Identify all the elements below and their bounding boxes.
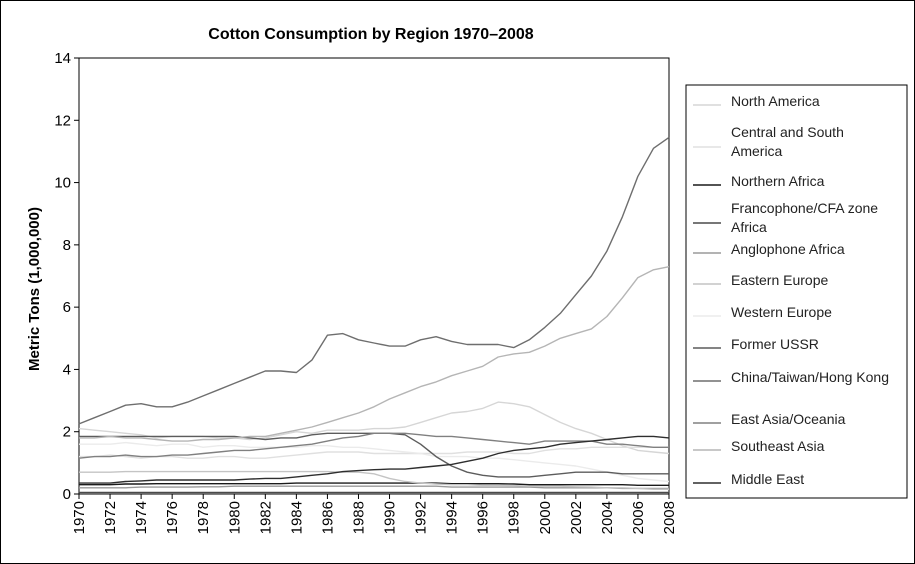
x-tick-label: 2002 [568,501,585,534]
legend-label-4: Anglophone Africa [731,241,845,257]
series-line-10 [79,266,670,442]
x-tick-label: 1986 [319,501,336,534]
x-tick-label: 1996 [475,501,492,534]
y-tick-label: 8 [63,237,71,254]
x-tick-label: 1998 [506,501,523,534]
y-tick-label: 2 [63,424,71,441]
legend-label-0: North America [731,93,820,109]
x-tick-label: 2006 [630,501,647,534]
legend-label-9: East Asia/Oceania [731,411,846,427]
chart-title: Cotton Consumption by Region 1970–2008 [208,26,533,43]
x-tick-label: 2000 [537,501,554,534]
legend-label-1: Central and South America [731,124,844,159]
legend-label-5: Eastern Europe [731,272,828,288]
x-tick-label: 1992 [413,501,430,534]
legend-label-8: China/Taiwan/Hong Kong [731,369,889,385]
series-line-2 [79,482,669,486]
y-axis-label: Metric Tons (1,000,000) [26,207,43,371]
series-line-5 [79,470,669,490]
legend-box [685,84,908,499]
series-line-4 [79,485,669,490]
legend-label-10: Southeast Asia [731,438,825,454]
plot-border [78,57,670,495]
legend-label-3: Francophone/CFA zone Africa [731,200,878,235]
x-tick-label: 2008 [661,501,678,534]
y-tick-label: 0 [63,486,71,503]
x-tick-label: 1980 [226,501,243,534]
x-tick-label: 1988 [350,501,367,534]
legend-label-6: Western Europe [731,304,832,320]
x-tick-label: 1982 [257,501,274,534]
series-line-8 [78,136,670,425]
y-tick-label: 4 [63,361,71,378]
legend-label-7: Former USSR [731,336,819,352]
plot-area: 0 2 4 6 8 10 12 14 1970 1972 1974 1976 1978 1980 1982 1… [54,50,678,534]
x-tick-label: 1994 [444,501,461,534]
series-line-6 [79,441,670,483]
x-tick-label: 1974 [133,501,150,534]
x-tick-label: 2004 [599,501,616,534]
x-tick-label: 1976 [164,501,181,534]
legend: North America Central and South America Nor… [685,84,908,499]
x-tick-label: 1990 [382,501,399,534]
y-tick-label: 14 [54,50,71,67]
x-tick-label: 1984 [288,501,305,534]
y-tick-label: 12 [54,112,71,129]
x-tick-label: 1972 [102,501,119,534]
x-tick-label: 1970 [71,501,88,534]
legend-label-2: Northern Africa [731,173,825,189]
series-line-11 [79,435,670,484]
y-tick-label: 6 [63,299,71,316]
y-tick-label: 10 [54,175,71,192]
series-line-1 [79,446,669,459]
series-line-9 [78,432,669,459]
x-tick-label: 1978 [195,501,212,534]
legend-label-11: Middle East [731,471,804,487]
